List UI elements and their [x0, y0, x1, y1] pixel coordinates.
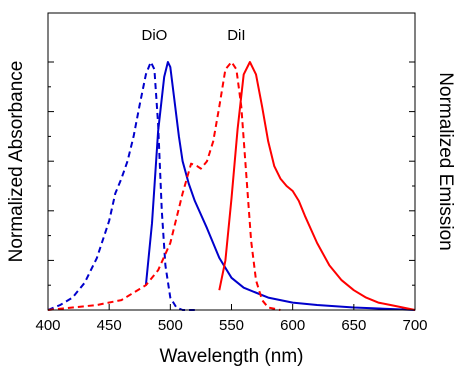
x-tick-label: 600 [280, 317, 305, 334]
series-layer [47, 61, 416, 311]
annotation-dii: DiI [227, 27, 245, 44]
y-axis-title-left: Normalized Absorbance [6, 61, 27, 263]
y-axis-title-right: Normalized Emission [435, 72, 454, 250]
x-tick-label: 400 [35, 317, 60, 334]
x-tick-label: 450 [97, 317, 122, 334]
series-line-dii-absorbance [47, 61, 281, 311]
plot-frame [47, 12, 416, 311]
x-axis-title: Wavelength (nm) [160, 346, 304, 367]
ticks-layer [47, 61, 416, 310]
series-line-dio-absorbance [47, 61, 195, 311]
labels-layer: 400 450 500 550 600 650 700 DiO DiI [35, 27, 427, 334]
annotation-dio: DiO [142, 27, 168, 44]
series-line-dio-emission [144, 61, 416, 311]
x-tick-label: 550 [219, 317, 244, 334]
x-tick-label: 700 [402, 317, 427, 334]
x-tick-label: 500 [158, 317, 183, 334]
series-line-dii-emission [218, 61, 416, 311]
x-tick-label: 650 [341, 317, 366, 334]
